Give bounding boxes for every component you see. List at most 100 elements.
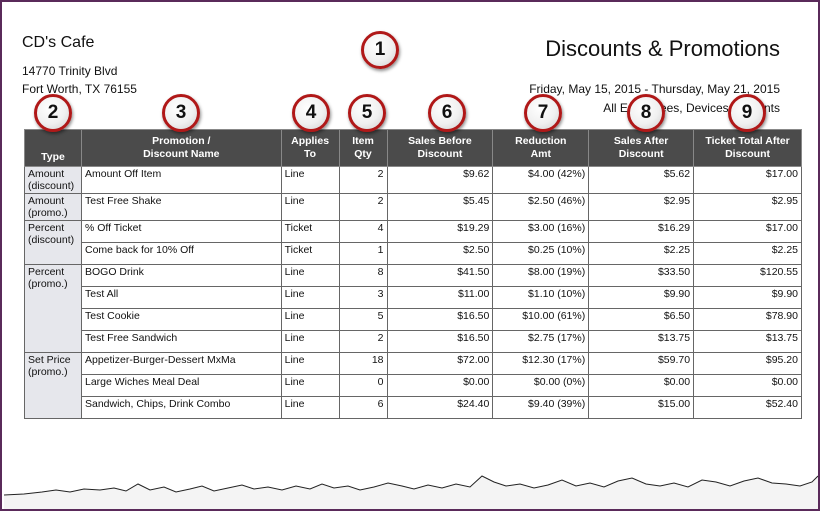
sales-before-cell: $16.50 [386,308,494,331]
reduction-cell: $8.00 (19%) [492,264,590,287]
ticket-total-cell: $2.25 [693,242,802,265]
ticket-total-cell: $13.75 [693,330,802,353]
sales-after-cell: $15.00 [588,396,695,419]
sales-before-cell: $41.50 [386,264,494,287]
date-range: Friday, May 15, 2015 - Thursday, May 21,… [529,82,780,96]
applies-cell: Line [280,374,340,397]
promo-name-cell: Amount Off Item [80,166,282,194]
reduction-cell: $4.00 (42%) [492,166,590,194]
qty-cell: 3 [338,286,388,309]
callout-badge-8: 8 [627,94,665,132]
qty-cell: 6 [338,396,388,419]
sales-before-cell: $9.62 [386,166,494,194]
ticket-total-cell: $9.90 [693,286,802,309]
sales-before-cell: $24.40 [386,396,494,419]
sales-after-cell: $16.29 [588,220,695,243]
promo-name-cell: Sandwich, Chips, Drink Combo [80,396,282,419]
sales-after-cell: $59.70 [588,352,695,375]
header-ticket: Ticket Total After Discount [693,129,802,167]
sales-before-cell: $72.00 [386,352,494,375]
promo-name-cell: Appetizer-Burger-Dessert MxMa [80,352,282,375]
table-row: Percent (discount) % Off Ticket Ticket 4 … [24,220,802,265]
ticket-total-cell: $120.55 [693,264,802,287]
reduction-cell: $1.10 (10%) [492,286,590,309]
reduction-cell: $2.75 (17%) [492,330,590,353]
callout-badge-5: 5 [348,94,386,132]
promo-name-cell: Large Wiches Meal Deal [80,374,282,397]
sales-after-cell: $5.62 [588,166,695,194]
header-name: Promotion / Discount Name [80,129,282,167]
reduction-cell: $0.25 (10%) [492,242,590,265]
header-reduction: Reduction Amt [492,129,590,167]
promo-name-cell: Test Free Sandwich [80,330,282,353]
applies-cell: Line [280,352,340,375]
applies-cell: Line [280,286,340,309]
torn-edge-graphic [4,475,818,509]
applies-cell: Line [280,330,340,353]
table-row: Test All Line 3 $11.00 $1.10 (10%) $9.90… [25,286,802,309]
reduction-cell: $12.30 (17%) [492,352,590,375]
table-row: Amount (discount) Amount Off Item Line 2 … [24,166,802,194]
sales-before-cell: $19.29 [386,220,494,243]
table-row: Large Wiches Meal Deal Line 0 $0.00 $0.0… [25,374,802,397]
promo-name-cell: Test Cookie [80,308,282,331]
promo-name-cell: Test Free Shake [80,193,282,221]
callout-badge-1: 1 [361,31,399,69]
ticket-total-cell: $17.00 [693,220,802,243]
company-name: CD's Cafe [22,34,95,51]
promo-name-cell: BOGO Drink [80,264,282,287]
address-line-2: Fort Worth, TX 76155 [22,82,137,96]
type-cell: Percent (promo.) [24,264,82,353]
qty-cell: 0 [338,374,388,397]
sales-after-cell: $33.50 [588,264,695,287]
header-qty: Item Qty [338,129,388,167]
report-title: Discounts & Promotions [545,36,780,61]
sales-before-cell: $5.45 [386,193,494,221]
promo-name-cell: Come back for 10% Off [80,242,282,265]
applies-cell: Line [280,308,340,331]
sales-after-cell: $2.25 [588,242,695,265]
table-row: Set Price (promo.) Appetizer-Burger-Desse… [24,352,802,419]
ticket-total-cell: $95.20 [693,352,802,375]
qty-cell: 18 [338,352,388,375]
qty-cell: 2 [338,330,388,353]
sales-after-cell: $9.90 [588,286,695,309]
discounts-table: Type Promotion / Discount Name Applies To … [24,129,802,419]
header-applies: Applies To [280,129,340,167]
applies-cell: Ticket [280,242,340,265]
header-after: Sales After Discount [588,129,695,167]
sales-before-cell: $11.00 [386,286,494,309]
sales-after-cell: $0.00 [588,374,695,397]
callout-badge-2: 2 [34,94,72,132]
callout-badge-9: 9 [728,94,766,132]
sales-before-cell: $2.50 [386,242,494,265]
qty-cell: 8 [338,264,388,287]
table-row: Sandwich, Chips, Drink Combo Line 6 $24.… [25,396,802,419]
reduction-cell: $3.00 (16%) [492,220,590,243]
sales-after-cell: $6.50 [588,308,695,331]
table-row: Percent (promo.) BOGO Drink Line 8 $41.50… [24,264,802,353]
ticket-total-cell: $52.40 [693,396,802,419]
reduction-cell: $0.00 (0%) [492,374,590,397]
ticket-total-cell: $17.00 [693,166,802,194]
address-line-1: 14770 Trinity Blvd [22,64,118,78]
applies-cell: Line [280,396,340,419]
reduction-cell: $10.00 (61%) [492,308,590,331]
callout-badge-4: 4 [292,94,330,132]
table-row: Test Free Sandwich Line 2 $16.50 $2.75 (… [25,330,802,353]
table-row: Come back for 10% Off Ticket 1 $2.50 $0.… [25,242,802,265]
applies-cell: Line [280,166,340,194]
applies-cell: Line [280,193,340,221]
table-header-row: Type Promotion / Discount Name Applies To … [24,129,802,167]
callout-badge-3: 3 [162,94,200,132]
header-before: Sales Before Discount [386,129,494,167]
qty-cell: 1 [338,242,388,265]
qty-cell: 5 [338,308,388,331]
applies-cell: Line [280,264,340,287]
type-cell: Percent (discount) [24,220,82,265]
applies-cell: Ticket [280,220,340,243]
sales-after-cell: $13.75 [588,330,695,353]
table-row: Amount (promo.) Test Free Shake Line 2 $5… [24,193,802,221]
promo-name-cell: % Off Ticket [80,220,282,243]
